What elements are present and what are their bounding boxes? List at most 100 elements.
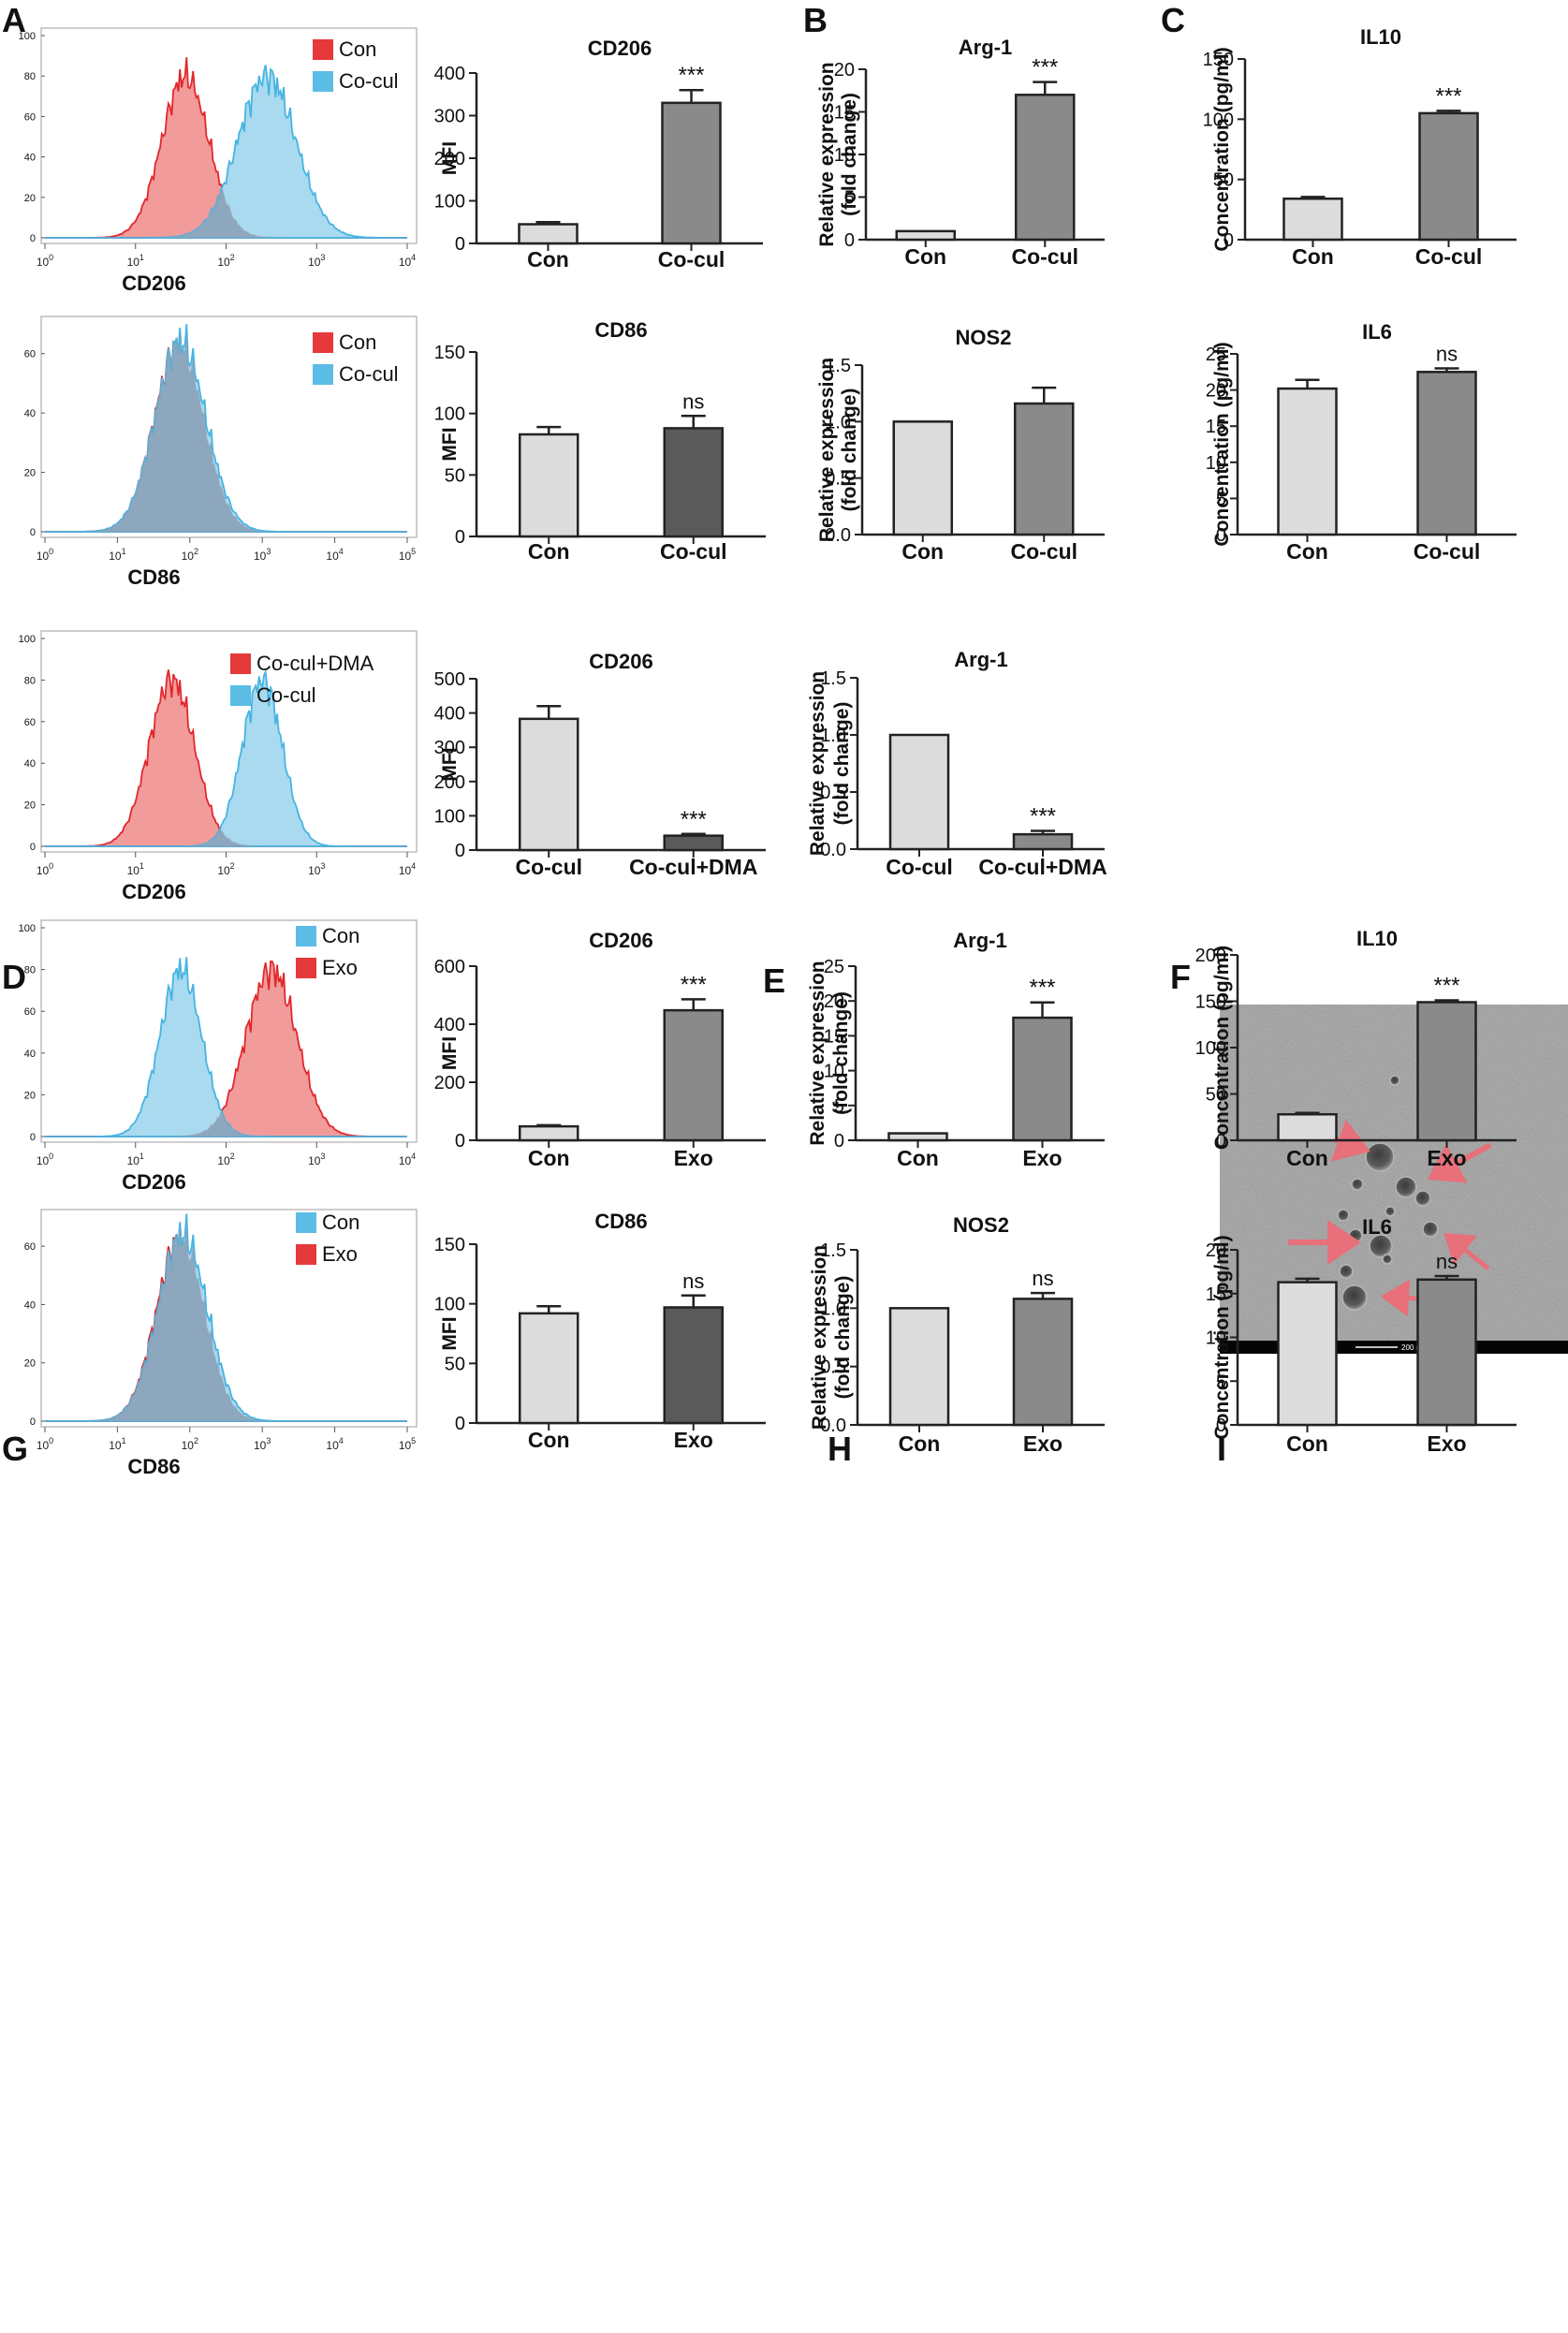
- histogram-y-tick-label: 0: [30, 527, 36, 538]
- histogram-x-tick-label: 103: [254, 547, 271, 563]
- category-label: Exo: [1427, 1146, 1466, 1170]
- y-axis-label: MFI: [439, 1316, 461, 1350]
- category-label: Co-cul: [1414, 539, 1481, 564]
- y-axis-label: Concentration (pg/ml): [1211, 946, 1233, 1150]
- y-tick-label: 0: [455, 527, 465, 548]
- y-tick-label: 1.0: [820, 726, 846, 746]
- bar-con: [895, 229, 956, 242]
- histogram-x-tick-label: 100: [37, 547, 53, 563]
- histogram-y-tick-label: 0: [30, 233, 36, 244]
- chart-title: CD86: [594, 1210, 647, 1233]
- histogram-frame: [40, 315, 418, 538]
- histogram-curve-co-cul: [45, 324, 407, 533]
- y-axis-label: Concentration (pg/ml): [1211, 1235, 1233, 1439]
- y-axis-label: (fold change): [839, 93, 860, 216]
- legend-swatch: [313, 71, 333, 92]
- category-label: Con: [899, 1431, 941, 1456]
- significance-annotation: ns: [682, 389, 704, 413]
- y-tick-label: 0.0: [820, 1416, 846, 1436]
- y-tick-label: 5: [1216, 489, 1226, 509]
- y-tick-label: 150: [1203, 50, 1234, 70]
- y-tick-label: 0: [844, 230, 855, 251]
- tem-image-panel-f: 200 nm: [1220, 1005, 1568, 1354]
- category-label: Exo: [1427, 1431, 1466, 1456]
- bar-con: [892, 420, 953, 536]
- y-tick-label: 20: [824, 991, 844, 1012]
- significance-annotation: ns: [682, 1269, 704, 1293]
- y-tick-label: 0: [1216, 1131, 1226, 1152]
- bar-chart-C_bar_il10: 0 50 100 150 IL10 Concentration (pg/ml) Con Co-…: [1203, 25, 1517, 269]
- legend-swatch: [296, 926, 316, 946]
- histogram-D_hist_cd206: 0 20 40 60 80 100 100 101 102 103 104 CD206 Co-cul+D…: [19, 630, 418, 903]
- histogram-x-tick-label: 104: [326, 1436, 343, 1452]
- significance-annotation: ns: [1436, 1250, 1458, 1273]
- bar-co-cul: [1418, 111, 1479, 242]
- histogram-y-tick-label: 40: [24, 408, 36, 419]
- y-tick-label: 0.5: [825, 469, 851, 490]
- bar-con: [1277, 387, 1338, 536]
- y-axis-label: (fold change): [831, 702, 853, 826]
- y-tick-label: 0.5: [820, 783, 846, 803]
- legend-label: Con: [322, 924, 359, 947]
- histogram-y-tick-label: 60: [24, 349, 36, 360]
- chart-title: IL6: [1362, 320, 1392, 344]
- category-label: Co-cul: [1415, 244, 1483, 269]
- legend-label: Co-cul+DMA: [256, 652, 374, 675]
- bar-chart-G_bar_cd206: 0 200 400 600 CD206 MFI Con Exo ***: [434, 929, 766, 1170]
- histogram-y-tick-label: 20: [24, 800, 36, 812]
- bar-chart-I_bar_il10: 0 50 100 150 200 IL10 Concentration (pg/ml) Con…: [1195, 927, 1517, 1170]
- y-tick-label: 300: [434, 107, 465, 127]
- significance-annotation: ns: [1032, 1267, 1053, 1290]
- y-tick-label: 0.0: [820, 840, 846, 860]
- histogram-y-tick-label: 80: [24, 675, 36, 686]
- histogram-overlap: [45, 188, 407, 238]
- histogram-x-tick-label: 102: [182, 1436, 198, 1452]
- y-tick-label: 20: [834, 60, 855, 81]
- histogram-A_hist_cd206: 0 20 40 60 80 100 100 101 102 103 104 CD206 Con Co-cu…: [19, 27, 418, 295]
- y-tick-label: 15: [834, 103, 855, 124]
- bar-co-cul-dma: [663, 834, 724, 852]
- category-label: Con: [904, 244, 946, 269]
- histogram-x-label: CD206: [122, 271, 185, 295]
- histogram-y-tick-label: 20: [24, 1358, 36, 1370]
- chart-title: CD206: [589, 929, 652, 952]
- y-tick-label: 200: [434, 772, 465, 793]
- histogram-x-label: CD86: [127, 565, 180, 589]
- y-tick-label: 0: [834, 1131, 844, 1152]
- tem-vesicle: [1422, 1221, 1439, 1238]
- histogram-x-tick-label: 100: [37, 1436, 53, 1452]
- category-label: Con: [897, 1146, 939, 1170]
- tem-vesicle: [1389, 1075, 1400, 1086]
- panel-label-d: D: [2, 958, 26, 996]
- histogram-curve-co-cul: [45, 668, 407, 847]
- bar-con: [1277, 1113, 1338, 1142]
- chart-title: Arg-1: [954, 648, 1007, 671]
- y-tick-label: 100: [434, 806, 465, 827]
- category-label: Exo: [674, 1146, 713, 1170]
- category-label: Con: [528, 1428, 570, 1452]
- histogram-x-tick-label: 102: [217, 1152, 234, 1167]
- category-label: Exo: [1022, 1146, 1062, 1170]
- histogram-y-tick-label: 60: [24, 1241, 36, 1253]
- y-axis-label: Relative expression: [816, 358, 838, 542]
- chart-title: CD86: [594, 318, 647, 342]
- legend-swatch: [230, 653, 251, 674]
- category-label: Co-cul+DMA: [629, 855, 757, 879]
- significance-annotation: ***: [681, 972, 707, 997]
- histogram-x-label: CD206: [122, 880, 185, 903]
- tem-vesicle: [1339, 1264, 1354, 1279]
- bar-co-cul-dma: [1012, 832, 1074, 851]
- y-tick-label: 1.5: [825, 356, 851, 376]
- histogram-x-tick-label: 103: [308, 861, 325, 877]
- legend-swatch: [296, 1244, 316, 1265]
- chart-title: Arg-1: [953, 929, 1006, 952]
- histogram-y-tick-label: 0: [30, 842, 36, 853]
- histogram-y-tick-label: 80: [24, 71, 36, 82]
- histogram-x-tick-label: 104: [399, 861, 416, 877]
- y-tick-label: 5: [834, 1096, 844, 1117]
- category-label: Con: [1286, 1146, 1328, 1170]
- histogram-x-tick-label: 102: [217, 253, 234, 269]
- legend-swatch: [230, 685, 251, 706]
- histogram-y-tick-label: 40: [24, 1049, 36, 1060]
- y-tick-label: 1.5: [820, 668, 846, 689]
